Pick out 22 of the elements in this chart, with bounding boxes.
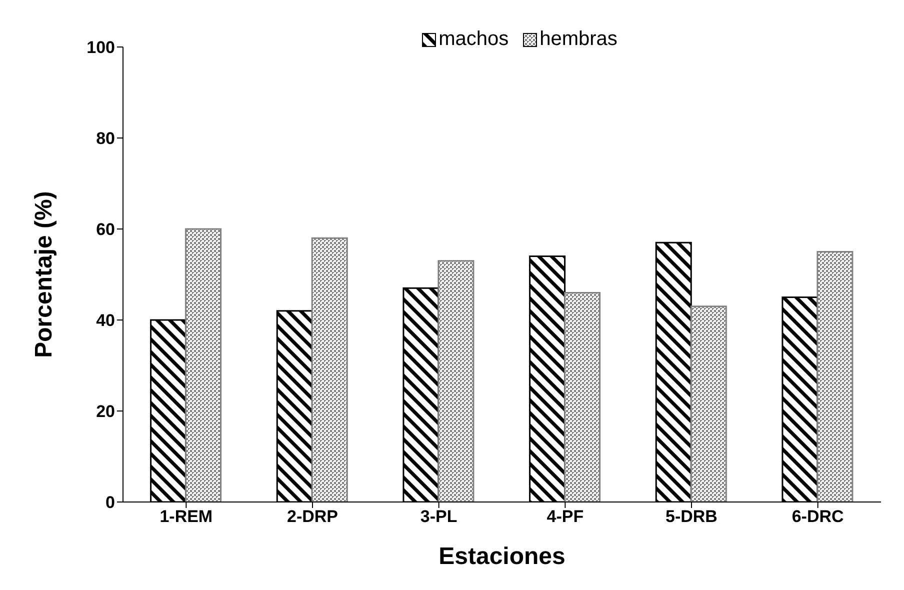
- y-tick-label: 60: [96, 220, 115, 240]
- x-tick-label: 5-DRB: [666, 507, 718, 526]
- x-tick-label: 4-PF: [546, 507, 584, 526]
- y-tick-label: 0: [106, 493, 115, 512]
- y-axis-title: Porcentaje (%): [30, 191, 58, 358]
- legend-label: machos: [438, 28, 509, 51]
- x-tick-label: 2-DRP: [286, 507, 338, 526]
- y-tick-label: 20: [96, 402, 115, 422]
- y-tick-label: 40: [96, 311, 115, 330]
- x-tick-label: 3-PL: [420, 507, 458, 526]
- x-tick-label: 1-REM: [160, 507, 213, 526]
- bar: [311, 237, 348, 502]
- y-tick-label: 100: [86, 38, 115, 58]
- bar: [438, 260, 474, 502]
- x-tick-label: 6-DRC: [792, 507, 844, 526]
- bar: [185, 228, 222, 502]
- x-axis-title: Estaciones: [438, 543, 566, 570]
- y-tick-label: 80: [96, 129, 115, 148]
- bar: [816, 251, 854, 502]
- bar: [690, 306, 727, 502]
- bar: [564, 292, 601, 502]
- legend-label: hembras: [540, 28, 618, 51]
